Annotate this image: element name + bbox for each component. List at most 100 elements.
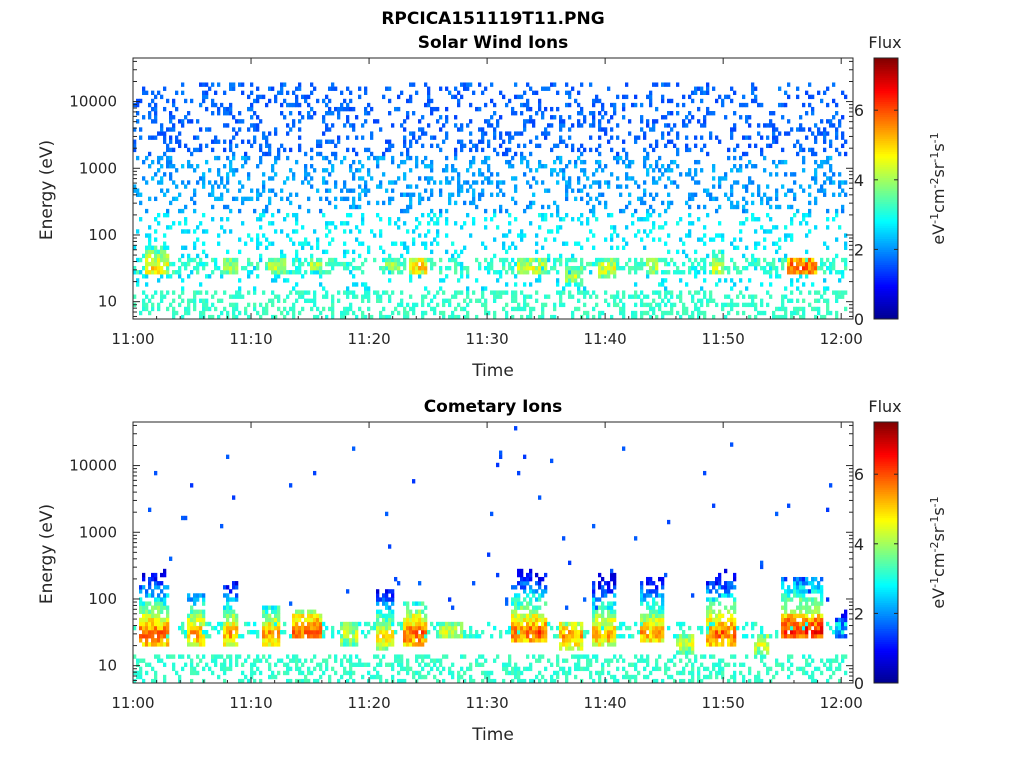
heatmap-cell [247,274,251,279]
heatmap-cell [640,119,644,124]
heatmap-cell [451,662,455,667]
heatmap-cell [145,245,149,250]
heatmap-cell [148,249,152,255]
heatmap-cell [349,164,353,169]
heatmap-cell [520,131,524,136]
heatmap-cell [517,634,521,639]
heatmap-cell [670,180,674,185]
heatmap-cell [205,621,209,627]
heatmap-cell [202,593,206,598]
heatmap-cell [658,257,662,263]
heatmap-cell [691,221,695,226]
heatmap-cell [457,176,461,181]
heatmap-cell [580,282,584,287]
heatmap-cell [739,278,743,283]
heatmap-cell [559,646,563,651]
heatmap-cell [595,217,599,222]
heatmap-cell [823,188,827,193]
heatmap-cell [505,314,509,320]
heatmap-cell [163,241,167,246]
heatmap-cell [361,314,365,320]
heatmap-cell [178,625,182,631]
heatmap-cell [742,184,746,189]
heatmap-cell [229,106,233,112]
heatmap-cell [718,221,722,226]
heatmap-cell [667,123,671,128]
heatmap-cell [832,172,836,177]
heatmap-cell [514,638,518,643]
heatmap-cell [541,302,545,308]
heatmap-cell [148,625,152,631]
heatmap-cell [148,298,152,303]
heatmap-cell [781,115,785,120]
heatmap-cell [142,621,146,627]
heatmap-cell [256,115,260,120]
heatmap-cell [589,208,593,214]
heatmap-cell [376,164,380,169]
heatmap-cell [211,294,215,299]
heatmap-cell [433,658,437,663]
heatmap-cell [628,294,632,299]
heatmap-cell [511,290,515,295]
heatmap-cell [277,670,281,676]
x-tick-label: 11:20 [347,330,390,348]
heatmap-cell [793,172,797,177]
heatmap-cell [262,212,266,218]
heatmap-cell [391,155,395,161]
heatmap-cell [379,233,383,238]
heatmap-cell [517,131,521,136]
heatmap-cell [496,462,500,468]
heatmap-cell [298,617,302,623]
heatmap-cell [793,196,797,202]
heatmap-cell [403,314,407,320]
colorbar-segment [874,225,898,229]
heatmap-cell [256,127,260,132]
heatmap-cell [274,294,278,299]
heatmap-cell [706,86,710,91]
heatmap-cell [205,94,209,100]
heatmap-cell [268,147,272,153]
heatmap-cell [490,217,494,222]
heatmap-cell [292,241,296,246]
heatmap-cell [193,613,197,619]
heatmap-cell [604,265,608,271]
heatmap-cell [679,290,683,295]
heatmap-cell [145,90,149,96]
heatmap-cell [736,294,740,299]
heatmap-cell [142,572,146,578]
heatmap-cell [496,572,500,578]
heatmap-cell [442,654,446,659]
heatmap-cell [808,94,812,100]
colorbar-segment [874,192,898,196]
heatmap-cell [271,265,275,271]
heatmap-cell [814,135,818,140]
heatmap-cell [226,605,230,610]
heatmap-cell [580,106,584,112]
heatmap-cell [307,196,311,202]
heatmap-cell [829,261,833,267]
heatmap-cell [190,617,194,623]
heatmap-cell [148,609,152,614]
heatmap-cell [643,155,647,161]
heatmap-cell [244,241,248,246]
heatmap-cell [265,621,269,627]
heatmap-cell [307,115,311,120]
heatmap-cell [346,265,350,271]
colorbar-segment [874,195,898,198]
heatmap-cell [355,638,359,643]
heatmap-cell [331,310,335,316]
heatmap-cell [523,123,527,128]
heatmap-cell [430,208,434,214]
heatmap-cell [508,662,512,667]
colorbar-segment [874,149,898,152]
heatmap-cell [787,119,791,124]
heatmap-cell [418,581,422,586]
heatmap-cell [232,625,236,631]
heatmap-cell [811,106,815,112]
heatmap-cell [226,634,230,639]
heatmap-cell [334,86,338,91]
heatmap-cell [520,678,524,684]
heatmap-cell [391,196,395,202]
heatmap-cell [643,302,647,308]
heatmap-cell [787,270,791,275]
